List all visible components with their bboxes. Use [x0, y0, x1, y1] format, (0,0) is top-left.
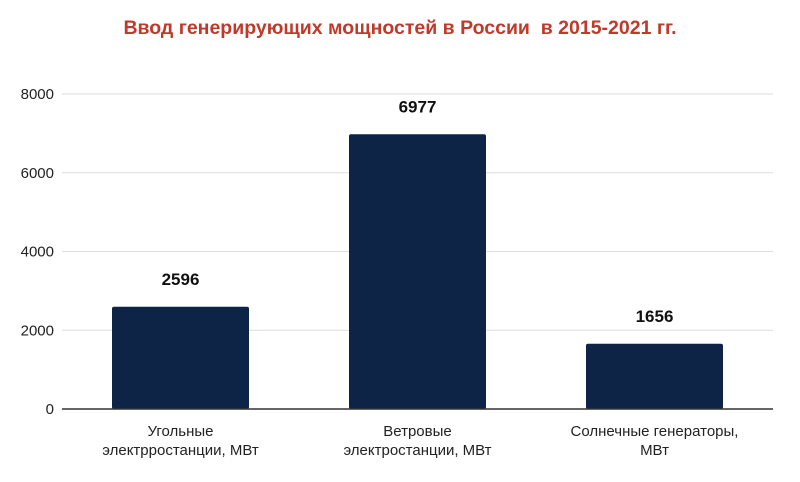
x-axis-categories: Угольные электрростанции, МВт Ветровые элек… — [102, 423, 738, 459]
x-category-label: Угольные — [148, 423, 214, 440]
y-tick-label: 4000 — [21, 244, 54, 261]
chart-title: Ввод генерирующих мощностей в России в 2… — [123, 17, 677, 39]
data-label: 1656 — [636, 307, 674, 326]
y-tick-label: 0 — [46, 401, 54, 418]
data-label: 6977 — [399, 97, 437, 116]
y-axis-ticks: 0 2000 4000 6000 8000 — [21, 86, 54, 418]
y-tick-label: 2000 — [21, 322, 54, 339]
bar — [349, 134, 486, 409]
x-category-label: Ветровые — [383, 423, 452, 440]
bar — [112, 306, 249, 409]
data-labels: 2596 6977 1656 — [162, 97, 674, 326]
data-label: 2596 — [162, 270, 200, 289]
x-category-label: Солнечные генераторы, — [571, 423, 739, 440]
x-category-label: электростанции, МВт — [343, 442, 491, 459]
x-category-label: МВт — [640, 442, 669, 459]
x-category-label: электрростанции, МВт — [102, 442, 259, 459]
y-tick-label: 6000 — [21, 165, 54, 182]
bar — [586, 343, 723, 409]
bars — [112, 134, 723, 409]
y-tick-label: 8000 — [21, 86, 54, 103]
